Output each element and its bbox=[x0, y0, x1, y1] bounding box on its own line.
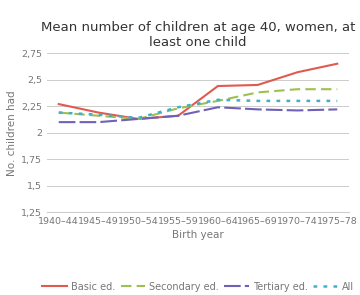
All bbox=[57, 111, 61, 114]
Secondary ed. bbox=[335, 87, 339, 91]
Legend: Basic ed., Secondary ed., Tertiary ed., All: Basic ed., Secondary ed., Tertiary ed., … bbox=[39, 278, 357, 295]
Basic ed. bbox=[335, 62, 339, 65]
Secondary ed. bbox=[216, 99, 220, 103]
Basic ed. bbox=[216, 84, 220, 88]
Tertiary ed. bbox=[216, 106, 220, 109]
All bbox=[176, 106, 180, 109]
Line: Basic ed.: Basic ed. bbox=[59, 64, 337, 119]
Secondary ed. bbox=[57, 111, 61, 114]
Title: Mean number of children at age 40, women, at
least one child: Mean number of children at age 40, women… bbox=[41, 21, 355, 49]
Y-axis label: No. children had: No. children had bbox=[7, 90, 17, 176]
All bbox=[256, 99, 260, 103]
Secondary ed. bbox=[136, 117, 140, 121]
Tertiary ed. bbox=[96, 120, 101, 124]
Basic ed. bbox=[176, 114, 180, 117]
Basic ed. bbox=[295, 71, 300, 74]
Basic ed. bbox=[256, 83, 260, 87]
Secondary ed. bbox=[176, 106, 180, 110]
Secondary ed. bbox=[295, 87, 300, 91]
Line: Tertiary ed.: Tertiary ed. bbox=[59, 107, 337, 122]
Tertiary ed. bbox=[136, 117, 140, 121]
Basic ed. bbox=[57, 102, 61, 106]
Tertiary ed. bbox=[295, 109, 300, 112]
Basic ed. bbox=[96, 111, 101, 114]
All bbox=[96, 113, 101, 117]
Secondary ed. bbox=[96, 114, 101, 117]
Basic ed. bbox=[136, 117, 140, 121]
Line: All: All bbox=[59, 100, 337, 118]
Line: Secondary ed.: Secondary ed. bbox=[59, 89, 337, 119]
All bbox=[335, 99, 339, 103]
Tertiary ed. bbox=[176, 114, 180, 117]
Tertiary ed. bbox=[256, 108, 260, 111]
Tertiary ed. bbox=[57, 120, 61, 124]
Secondary ed. bbox=[256, 91, 260, 94]
All bbox=[295, 99, 300, 103]
All bbox=[216, 98, 220, 101]
All bbox=[136, 116, 140, 120]
Tertiary ed. bbox=[335, 108, 339, 111]
X-axis label: Birth year: Birth year bbox=[172, 230, 224, 240]
